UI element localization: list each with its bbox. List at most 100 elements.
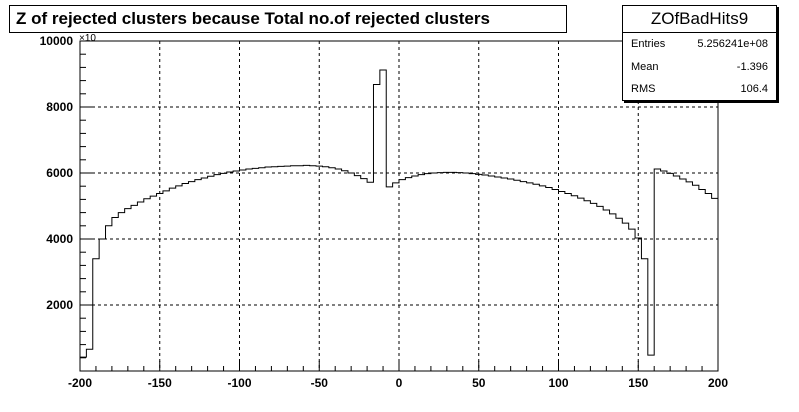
histogram-bin: [488, 176, 494, 371]
histogram-bin: [482, 175, 488, 371]
x-tick-label: -50: [311, 376, 329, 390]
histogram-bin: [673, 176, 679, 371]
y-tick-label: 2000: [46, 298, 73, 312]
histogram-bin: [571, 196, 577, 371]
histogram-bin: [118, 213, 124, 371]
histogram-bin: [86, 349, 92, 371]
histogram-bin: [686, 182, 692, 371]
stats-box: ZOfBadHits9 Entries 5.256241e+08 Mean -1…: [622, 5, 777, 101]
y-tick-label: 10000: [40, 34, 74, 48]
histogram-bin: [354, 176, 360, 371]
histogram-bin: [278, 166, 284, 371]
x-tick-label: -150: [148, 376, 172, 390]
histogram-bin: [456, 173, 462, 371]
histogram-bin: [699, 190, 705, 372]
histogram-bin: [507, 179, 513, 371]
stats-rms-value: 106.4: [740, 83, 768, 95]
histogram-bin: [527, 183, 533, 371]
stats-row-entries: Entries 5.256241e+08: [623, 33, 776, 56]
histogram-bin: [380, 70, 386, 371]
histogram-bin: [565, 193, 571, 371]
histogram-outline: [79, 69, 719, 371]
histogram-bin: [131, 205, 137, 371]
histogram-bin: [622, 223, 628, 371]
histogram-bin: [667, 173, 673, 371]
histogram-bin: [195, 180, 201, 371]
y-tick-label: 6000: [46, 166, 73, 180]
axis-ticks: [79, 40, 719, 372]
histogram-bin: [201, 178, 207, 371]
histogram-bin: [163, 191, 169, 371]
histogram-bin: [712, 198, 718, 371]
histogram-bin: [469, 174, 475, 371]
stats-mean-label: Mean: [631, 60, 659, 73]
histogram-bin: [208, 176, 214, 371]
histogram-bin: [520, 182, 526, 371]
histogram-bin: [418, 175, 424, 371]
histogram-bin: [240, 170, 246, 371]
stats-histogram-name: ZOfBadHits9: [623, 6, 776, 33]
histogram-bin: [610, 214, 616, 371]
histogram-bin: [399, 180, 405, 371]
histogram-bin: [93, 259, 99, 371]
histogram-bin: [437, 173, 443, 371]
histogram-bin: [252, 168, 258, 371]
histogram-bin: [654, 169, 660, 371]
stats-mean-value: -1.396: [736, 60, 768, 73]
histogram-bin: [463, 173, 469, 371]
histogram-bin: [680, 179, 686, 371]
histogram-bin: [265, 167, 271, 371]
histogram-bin: [259, 168, 265, 371]
histogram-bin: [303, 165, 309, 371]
stats-rms-label: RMS: [631, 83, 656, 95]
y-tick-label: 4000: [46, 232, 73, 246]
y-tick-label: 8000: [46, 100, 73, 114]
x-tick-label: -100: [227, 376, 251, 390]
histogram-bin: [425, 174, 431, 371]
histogram-bin: [373, 85, 379, 371]
histogram-bin: [169, 188, 175, 371]
histogram-title: Z of rejected clusters because Total no.…: [9, 5, 567, 33]
histogram-bin: [444, 172, 450, 371]
histogram-bin: [578, 198, 584, 371]
histogram-bin: [590, 203, 596, 371]
histogram-bin: [284, 166, 290, 371]
histogram-bin: [386, 187, 392, 371]
histogram-bin: [705, 193, 711, 371]
histogram-bin: [431, 173, 437, 371]
histogram-bin: [80, 357, 86, 371]
x-tick-label: -200: [68, 376, 92, 390]
stats-row-mean: Mean -1.396: [623, 56, 776, 79]
histogram-bin: [342, 171, 348, 371]
histogram-bin: [559, 191, 565, 371]
histogram-bin: [144, 199, 150, 371]
histogram-bars: [79, 69, 719, 372]
histogram-bin: [271, 167, 277, 371]
histogram-bin: [335, 169, 341, 371]
histogram-bin: [112, 218, 118, 371]
histogram-bin: [603, 210, 609, 371]
stats-entries-label: Entries: [631, 38, 666, 50]
histogram-bin: [552, 190, 558, 372]
x-tick-label: 200: [708, 376, 728, 390]
histogram-bin: [616, 218, 622, 371]
histogram-bin: [584, 201, 590, 371]
histogram-bin: [597, 206, 603, 371]
histogram-bin: [246, 169, 252, 371]
histogram-bin: [348, 173, 354, 371]
histogram-bin: [533, 184, 539, 371]
histogram-bin: [106, 226, 112, 371]
histogram-bin: [393, 183, 399, 371]
histogram-bin: [546, 188, 552, 371]
histogram-bin: [214, 175, 220, 371]
histogram-bin: [316, 166, 322, 371]
histogram-bin: [329, 168, 335, 371]
x-tick-label: 0: [396, 376, 403, 390]
tick-labels: -200 -150 -100 -50 0 50 100 150 200 2000 4000 6000 8…: [40, 34, 729, 390]
histogram-bin: [233, 171, 239, 371]
x-tick-label: 150: [628, 376, 648, 390]
histogram-bin: [182, 184, 188, 371]
histogram-bin: [125, 209, 131, 371]
histogram-bin: [629, 229, 635, 371]
x-tick-label: 100: [548, 376, 568, 390]
